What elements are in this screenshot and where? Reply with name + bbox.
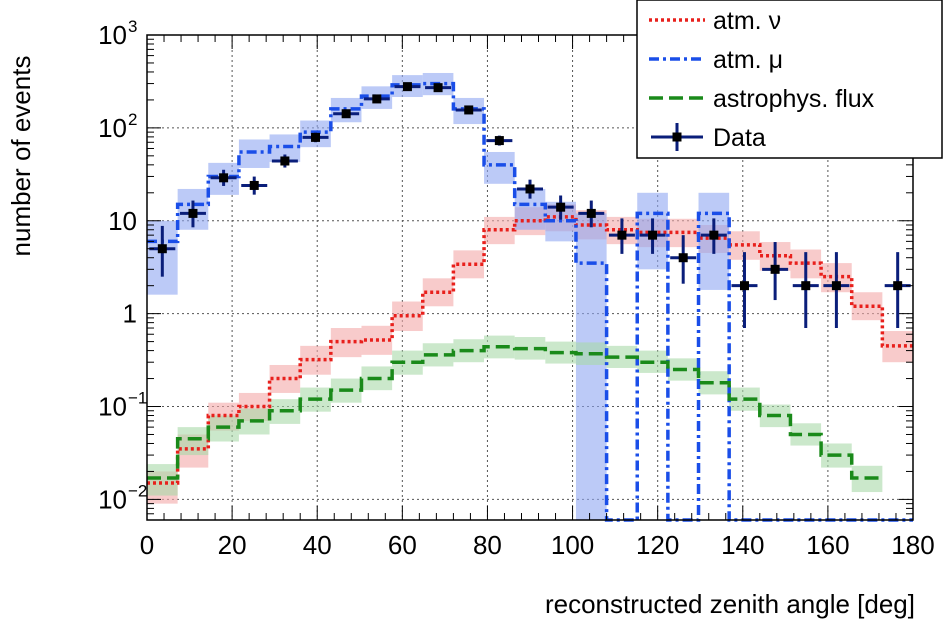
legend-swatch-marker [672, 132, 682, 142]
y-tick-exponent: 2 [128, 110, 137, 129]
y-tick-label: 10 [98, 392, 127, 422]
x-tick-label: 80 [473, 530, 502, 560]
data-point [494, 136, 504, 146]
band-bar [606, 345, 638, 368]
series-lines [147, 81, 913, 522]
band-bar [177, 427, 209, 456]
data-points [149, 82, 911, 329]
y-tick-label: 1 [123, 299, 137, 329]
y-tick-label: 10 [98, 113, 127, 143]
x-tick-label: 140 [721, 530, 764, 560]
x-axis-label: reconstructed zenith angle [deg] [545, 589, 915, 619]
data-point [157, 244, 167, 254]
data-point [249, 180, 259, 190]
legend-entry: atm. μ [713, 46, 783, 74]
legend-entry: Data [713, 124, 766, 152]
data-point [678, 253, 688, 263]
x-tick-label: 160 [806, 530, 849, 560]
y-tick-exponent: −2 [128, 481, 147, 500]
data-point [402, 82, 412, 92]
data-point [525, 184, 535, 194]
legend-box [636, 0, 943, 159]
band-bar [698, 371, 730, 395]
data-point [617, 230, 627, 240]
x-tick-label: 60 [388, 530, 417, 560]
band-bar [790, 423, 822, 446]
series-line [147, 345, 883, 480]
data-point [801, 281, 811, 291]
data-point [556, 202, 566, 212]
y-axis-label: number of events [6, 56, 36, 257]
band-bar [575, 213, 607, 520]
x-tick-label: 0 [140, 530, 154, 560]
x-tick-label: 180 [891, 530, 934, 560]
band-bar [147, 464, 178, 496]
series-line [147, 81, 913, 522]
data-point [311, 132, 321, 142]
y-tick-exponent: −1 [128, 389, 147, 408]
data-point [770, 264, 780, 274]
series-line [147, 215, 913, 485]
x-tick-label: 20 [218, 530, 247, 560]
legend-entry: atm. ν [713, 7, 781, 35]
band-bar [484, 151, 515, 184]
data-point [739, 281, 749, 291]
data-point [586, 208, 596, 218]
x-tick-label: 120 [636, 530, 679, 560]
y-tick-label: 10 [98, 20, 127, 50]
band-bar [422, 343, 454, 367]
data-point [893, 281, 903, 291]
data-point [433, 83, 443, 93]
x-tick-label: 40 [303, 530, 332, 560]
y-tick-label: 10 [108, 206, 137, 236]
band-bar [514, 337, 546, 360]
data-point [280, 156, 290, 166]
legend: atm. ν atm. μ astrophys. flux Data [636, 0, 943, 159]
data-point [648, 230, 658, 240]
data-point [372, 94, 382, 104]
y-tick-exponent: 3 [128, 17, 137, 36]
legend-entry: astrophys. flux [713, 85, 875, 113]
data-point [341, 109, 351, 119]
data-point [188, 208, 198, 218]
band-bar [330, 328, 362, 358]
y-tick-label: 10 [98, 484, 127, 514]
data-point [219, 173, 229, 183]
data-point [831, 281, 841, 291]
plot-frame [146, 34, 914, 521]
data-point [464, 105, 474, 115]
x-tick-label: 100 [551, 530, 594, 560]
data-point [709, 230, 719, 240]
